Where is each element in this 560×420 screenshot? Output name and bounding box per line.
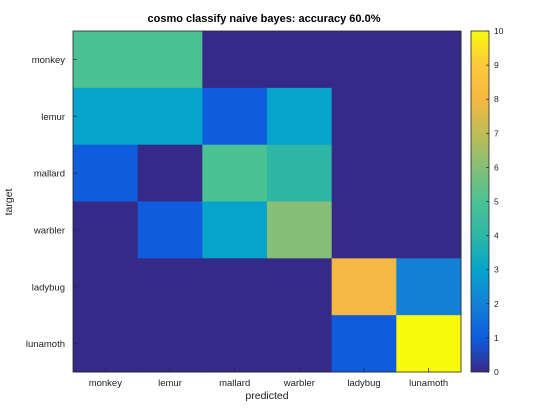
x-tick-label: monkey	[89, 378, 123, 389]
x-tick-label: ladybug	[347, 378, 380, 389]
heatmap-cell	[137, 87, 203, 146]
x-tick-label: lunamoth	[409, 378, 448, 389]
heatmap-cell	[267, 31, 333, 89]
x-tick-label: warbler	[283, 378, 315, 389]
colorbar-tick-label: 10	[494, 26, 504, 36]
x-tick-label: mallard	[219, 378, 250, 389]
heatmap-cell	[396, 315, 462, 373]
heatmap-cell	[396, 144, 462, 202]
colorbar-tick-label: 7	[494, 128, 499, 138]
colorbar-tick-label: 5	[494, 197, 499, 207]
colorbar-tick-label: 0	[494, 367, 499, 377]
heatmap-cell	[331, 31, 397, 89]
y-tick-label: lemur	[41, 112, 65, 123]
heatmap-cell	[73, 258, 139, 316]
heatmap-cell	[396, 31, 462, 89]
heatmap-cell	[137, 201, 203, 259]
heatmap-cell	[202, 31, 268, 89]
y-axis-label: target	[3, 188, 15, 215]
heatmap-cell	[331, 315, 397, 373]
heatmap-cell	[73, 87, 139, 146]
colorbar-tick-label: 1	[494, 333, 499, 343]
heatmap-cell	[331, 144, 397, 202]
heatmap-cell	[267, 258, 333, 316]
heatmap-cell	[202, 87, 268, 146]
colorbar-tick-label: 6	[494, 162, 499, 172]
colorbar-tick-label: 2	[494, 299, 499, 309]
colorbar-tick-label: 8	[494, 94, 499, 104]
heatmap-cell	[396, 201, 462, 259]
heatmap-cell	[73, 144, 139, 202]
colorbar-tick-labels: 0 1 2 3 4 5 6 7 8 9 10	[486, 26, 504, 377]
y-tick-labels: monkey lemur mallard warbler ladybug lunamoth	[26, 55, 77, 350]
heatmap-cell	[137, 144, 203, 202]
heatmap-cell	[396, 258, 462, 316]
heatmap-cell	[267, 315, 333, 373]
heatmap-cell	[73, 315, 139, 373]
chart-title: cosmo classify naive bayes: accuracy 60.…	[148, 13, 381, 25]
heatmap-cell	[202, 144, 268, 202]
heatmap-cell	[137, 31, 203, 89]
y-tick-label: lunamoth	[26, 339, 65, 350]
heatmap-cell	[267, 144, 333, 202]
colorbar-tick-label: 9	[494, 60, 499, 70]
heatmap-cell	[267, 87, 333, 146]
heatmap-cell	[202, 315, 268, 373]
heatmap-cell	[73, 201, 139, 259]
heatmap-cell	[331, 258, 397, 316]
heatmap-cell	[396, 87, 462, 146]
x-tick-labels: monkey lemur mallard warbler ladybug lunamoth	[89, 368, 448, 389]
x-tick-label: lemur	[158, 378, 182, 389]
y-tick-label: ladybug	[32, 282, 65, 293]
plot-frame	[72, 30, 462, 373]
heatmap-cell	[331, 87, 397, 146]
heatmap-cell	[202, 258, 268, 316]
y-tick-label: mallard	[34, 169, 65, 180]
heatmap-cell	[137, 315, 203, 373]
heatmap-cell	[267, 201, 333, 259]
colorbar-tick-label: 3	[494, 265, 499, 275]
heatmap-cell	[137, 258, 203, 316]
heatmap-cell	[331, 201, 397, 259]
y-tick-label: warbler	[33, 225, 65, 236]
heatmap-cell	[73, 31, 139, 89]
y-tick-label: monkey	[32, 55, 66, 66]
colorbar-tick-label: 4	[494, 231, 499, 241]
heatmap-cell	[202, 201, 268, 259]
x-axis-label: predicted	[245, 390, 288, 402]
heatmap-cells	[73, 31, 462, 373]
